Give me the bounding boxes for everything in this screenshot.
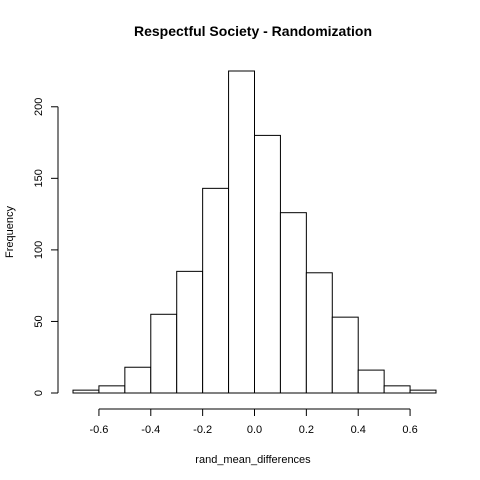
chart-title: Respectful Society - Randomization <box>134 23 372 39</box>
histogram-bar <box>357 369 385 394</box>
x-tick-label: 0.4 <box>351 424 366 436</box>
y-axis-label: Frequency <box>4 206 16 258</box>
y-tick-label: 200 <box>33 98 45 116</box>
histogram-bar <box>98 385 126 394</box>
histogram-bar <box>409 389 437 394</box>
histogram-bar <box>176 270 204 394</box>
histogram-bar <box>305 272 333 394</box>
y-tick-label: 100 <box>33 241 45 259</box>
histogram-bar <box>254 134 281 394</box>
histogram-bar <box>124 366 152 394</box>
x-tick-label: -0.6 <box>89 424 108 436</box>
x-axis-label: rand_mean_differences <box>195 454 311 466</box>
x-tick-label: -0.2 <box>193 424 212 436</box>
x-tick-label: 0.6 <box>402 424 417 436</box>
x-tick-label: -0.4 <box>141 424 160 436</box>
x-tick-label: 0.0 <box>247 424 262 436</box>
histogram-bar <box>202 187 230 394</box>
histogram-bar <box>279 212 307 394</box>
histogram-bar <box>331 316 359 394</box>
histogram-bar <box>72 389 100 394</box>
y-tick-label: 50 <box>33 315 45 327</box>
histogram-bar <box>228 70 255 394</box>
histogram-bar <box>383 385 411 394</box>
x-axis: -0.6 -0.4 -0.2 0.0 0.2 0.4 0.6 <box>89 408 418 436</box>
x-tick-label: 0.2 <box>299 424 314 436</box>
y-axis: 0 50 100 150 200 <box>33 98 59 396</box>
y-tick-label: 150 <box>33 169 45 187</box>
y-tick-label: 0 <box>33 390 45 396</box>
histogram-bar <box>150 313 178 394</box>
bars-group <box>72 70 437 394</box>
